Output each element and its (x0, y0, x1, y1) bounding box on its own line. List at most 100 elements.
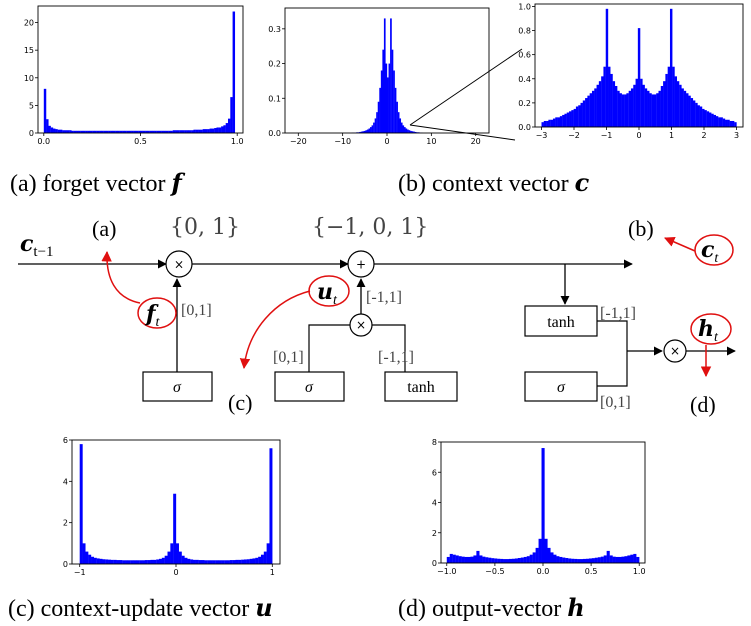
histogram-bar (209, 128, 213, 133)
histogram-bar (204, 129, 208, 133)
histogram-bar (614, 86, 618, 127)
histogram-bar (505, 559, 510, 563)
histogram-bar (544, 538, 548, 563)
histogram-bar (660, 86, 664, 127)
histogram-bar (582, 558, 587, 563)
histogram-bar (633, 553, 637, 563)
histogram-bar (520, 557, 524, 563)
histogram-bar (221, 126, 224, 133)
histogram-bar (598, 81, 602, 127)
input-sigma-label: σ (305, 379, 314, 396)
histogram-bar (601, 76, 604, 127)
input-range-label: [0,1] (273, 349, 304, 366)
histogram-bar (731, 120, 735, 127)
histogram-bar (734, 122, 737, 127)
zoom-connector-bottom (409, 124, 516, 141)
histogram-bar (209, 560, 213, 564)
histogram-bar (128, 130, 132, 133)
y-tick-label: 20 (24, 19, 34, 28)
histogram-bar (553, 554, 557, 563)
histogram-bar (175, 130, 178, 133)
histogram-bar (161, 130, 164, 133)
histogram-bar (184, 557, 188, 564)
histogram-bar (569, 111, 572, 127)
histogram-bar (503, 559, 507, 563)
y-tick-label: 0 (29, 129, 34, 138)
histogram-bar (653, 94, 657, 127)
histogram-bar (188, 130, 192, 133)
ft-pointer-arrow (101, 250, 141, 304)
histogram-bar (394, 87, 397, 133)
histogram-bar (212, 560, 216, 564)
histogram-bar (577, 559, 581, 563)
x-tick-label: −20 (290, 137, 307, 146)
histogram-bar (235, 559, 239, 564)
forget-set-label: {0, 1} (170, 215, 240, 240)
histogram-bar (517, 558, 521, 563)
histogram-bar (606, 550, 610, 563)
y-tick-label: 0.6 (518, 51, 531, 60)
histogram-bar (559, 116, 563, 127)
histogram-bar (585, 558, 590, 563)
y-tick-label: 6 (63, 436, 68, 445)
histogram-bar (119, 130, 123, 133)
histogram-bar (413, 131, 415, 133)
histogram-bar (382, 49, 385, 133)
histogram-bar (612, 556, 616, 563)
histogram-bar (221, 560, 225, 564)
histogram-bar (76, 130, 79, 133)
x-tick-label: 20 (471, 137, 481, 146)
histogram-bar (571, 558, 575, 563)
histogram-bar (207, 129, 210, 133)
histogram-bar (550, 119, 554, 127)
histogram-bar (360, 131, 363, 133)
histogram-bar (85, 130, 88, 133)
ft-highlight (137, 297, 177, 329)
histogram-bar (729, 120, 733, 127)
histogram-bar (615, 556, 619, 563)
histogram-bar (78, 130, 81, 133)
histogram-bar (238, 559, 242, 564)
histogram-bar (458, 556, 462, 563)
output-tanh-label: tanh (547, 314, 575, 331)
update-range-label: [-1,1] (366, 289, 402, 306)
x-tick-label: −10 (334, 137, 351, 146)
forget-range-label: [0,1] (181, 302, 212, 319)
candidate-wire (372, 324, 406, 372)
histogram-bar (391, 49, 394, 133)
histogram-bar (144, 560, 148, 564)
histogram-bar (410, 130, 412, 133)
histogram-bar (216, 127, 219, 133)
histogram-bar (511, 558, 516, 563)
histogram-bar (105, 130, 109, 133)
histogram-bar (722, 118, 726, 127)
update-multiply-symbol: × (356, 318, 366, 332)
histogram-bar (385, 63, 388, 134)
histogram-bar (96, 130, 100, 133)
histogram-bar (198, 129, 201, 133)
histogram-bar (603, 66, 606, 127)
histogram-bar (126, 130, 130, 133)
histogram-bar (526, 556, 530, 563)
histogram-bar (628, 90, 632, 127)
histogram-bar (226, 560, 230, 564)
output-sigma-box (524, 371, 598, 402)
output-sigma-label: σ (557, 379, 566, 396)
histogram-bar (552, 118, 556, 127)
histogram-bar (147, 130, 150, 133)
histogram-bar (461, 556, 465, 563)
histogram-bar (473, 555, 477, 563)
forget-histogram: 0.0 0.5 1.0 0 5 10 15 20 (24, 5, 244, 146)
histogram-bar (600, 556, 604, 563)
histogram-bar (195, 559, 199, 564)
context-histogram: −20 −10 0 10 20 0.0 0.1 0.2 0.3 (268, 7, 490, 146)
histogram-bar (371, 125, 374, 133)
histogram-bar (224, 560, 228, 564)
histogram-bar (243, 559, 247, 564)
histogram-bar (720, 117, 723, 127)
x-tick-label: −3 (536, 131, 548, 140)
histogram-bar (101, 130, 104, 133)
y-tick-label: 0.1 (268, 94, 281, 103)
histogram-bar (110, 559, 114, 564)
